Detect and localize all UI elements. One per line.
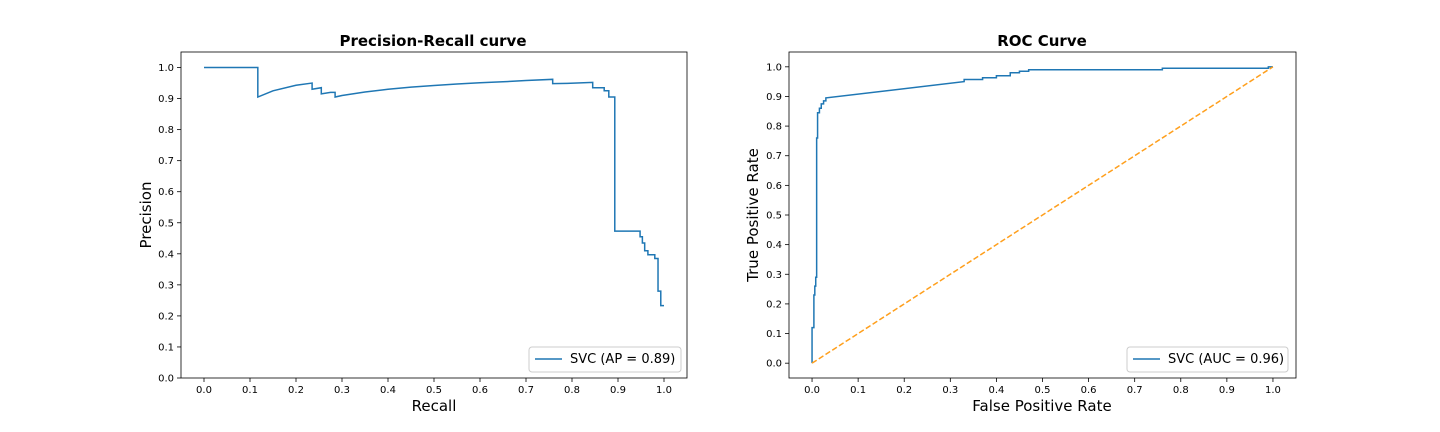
x-axis-ticks: 0.0 0.1 0.2 0.3 0.4 0.5 0.6 0.7 0.8 0.9 1.0 [196, 378, 672, 396]
x-axis-ticks: 0.0 0.1 0.2 0.3 0.4 0.5 0.6 0.7 0.8 0.9 1.0 [804, 378, 1281, 396]
plot-area [181, 52, 687, 378]
y-axis-label: True Positive Rate [744, 148, 762, 283]
x-tick-label: 0.0 [804, 385, 820, 396]
x-tick-label: 0.3 [942, 385, 958, 396]
x-tick-label: 0.1 [850, 385, 866, 396]
x-tick-label: 0.8 [564, 385, 580, 396]
legend: SVC (AUC = 0.96) [1126, 346, 1289, 373]
x-tick-label: 0.5 [426, 385, 442, 396]
x-axis-label: Recall [412, 397, 457, 415]
legend-box [1126, 346, 1289, 373]
legend-label: SVC (AUC = 0.96) [1168, 352, 1284, 367]
x-tick-label: 0.1 [242, 385, 258, 396]
precision-recall-panel: Precision-Recall curve 0.0 0.1 0.2 0.3 0.4 0.… [137, 32, 688, 415]
y-tick-label: 0.9 [158, 94, 174, 105]
x-tick-label: 0.0 [196, 385, 212, 396]
y-tick-label: 0.4 [766, 240, 782, 251]
x-tick-label: 0.5 [1035, 385, 1051, 396]
series-layer [204, 66, 664, 307]
y-tick-label: 0.7 [158, 156, 174, 167]
y-tick-label: 0.0 [158, 374, 174, 385]
y-tick-label: 0.0 [766, 359, 782, 370]
legend: SVC (AP = 0.89) [528, 346, 682, 373]
x-tick-label: 0.2 [288, 385, 304, 396]
chart-title: Precision-Recall curve [339, 32, 526, 50]
y-tick-label: 0.6 [766, 181, 782, 192]
x-tick-label: 0.9 [610, 385, 626, 396]
x-tick-label: 0.2 [896, 385, 912, 396]
y-axis-ticks: 0.0 0.1 0.2 0.3 0.4 0.5 0.6 0.7 0.8 0.9 1.0 [158, 63, 181, 385]
y-tick-label: 0.3 [766, 270, 782, 281]
y-tick-label: 0.2 [766, 299, 782, 310]
y-axis-ticks: 0.0 0.1 0.2 0.3 0.4 0.5 0.6 0.7 0.8 0.9 1.0 [766, 62, 789, 370]
x-tick-label: 0.6 [1081, 385, 1097, 396]
y-tick-label: 0.1 [158, 342, 174, 353]
x-tick-label: 0.3 [334, 385, 350, 396]
y-tick-label: 0.9 [766, 92, 782, 103]
legend-box [528, 346, 682, 373]
y-tick-label: 0.1 [766, 329, 782, 340]
y-tick-label: 0.7 [766, 151, 782, 162]
y-tick-label: 0.3 [158, 280, 174, 291]
x-axis-label: False Positive Rate [972, 397, 1111, 415]
roc-panel: ROC Curve 0.0 0.1 0.2 0.3 0.4 0.5 0.6 0.7 0.8 0.9… [744, 32, 1297, 415]
x-tick-label: 0.4 [380, 385, 396, 396]
series-line [204, 66, 664, 307]
x-tick-label: 0.9 [1219, 385, 1235, 396]
y-tick-label: 0.5 [766, 211, 782, 222]
y-tick-label: 0.5 [158, 218, 174, 229]
y-tick-label: 0.2 [158, 311, 174, 322]
x-tick-label: 0.8 [1173, 385, 1189, 396]
plot-frame [180, 51, 688, 379]
series-layer [811, 66, 1274, 364]
y-tick-label: 0.8 [158, 125, 174, 136]
x-tick-label: 0.7 [1127, 385, 1143, 396]
chart-title: ROC Curve [997, 32, 1087, 50]
x-tick-label: 1.0 [656, 385, 672, 396]
y-tick-label: 1.0 [158, 63, 174, 74]
y-axis-label: Precision [137, 182, 155, 249]
x-tick-label: 0.7 [518, 385, 534, 396]
series-line [811, 66, 1273, 364]
y-tick-label: 0.4 [158, 249, 174, 260]
chance-diagonal-line [811, 66, 1274, 364]
x-tick-label: 0.6 [472, 385, 488, 396]
y-tick-label: 0.8 [766, 122, 782, 133]
x-tick-label: 1.0 [1265, 385, 1281, 396]
plot-frame [788, 51, 1297, 379]
y-tick-label: 0.6 [158, 187, 174, 198]
y-tick-label: 1.0 [766, 62, 782, 73]
legend-label: SVC (AP = 0.89) [570, 352, 675, 367]
x-tick-label: 0.4 [988, 385, 1004, 396]
